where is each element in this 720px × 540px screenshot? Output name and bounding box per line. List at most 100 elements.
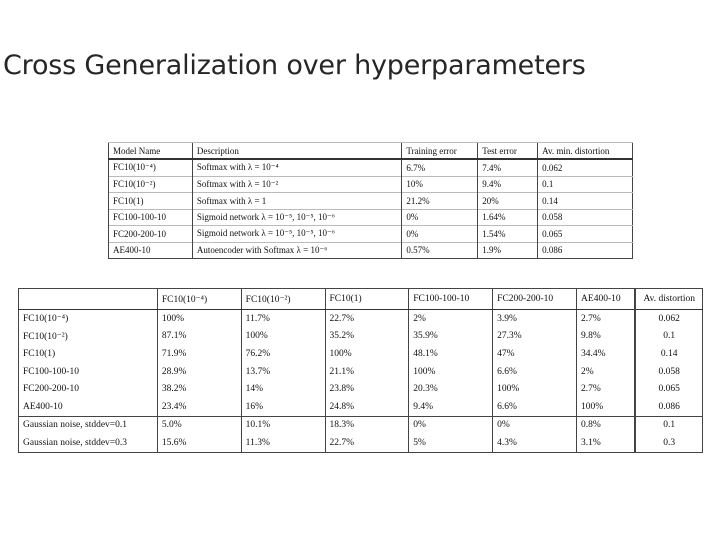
table-cell: FC200-200-10	[108, 225, 193, 242]
table-cell: FC10(10⁻²)	[108, 175, 193, 193]
table-cell: 0%	[401, 208, 478, 226]
table-cell: FC100-100-10	[18, 362, 158, 381]
table-cell: AE400-10	[108, 241, 193, 259]
col-header-training-error: Training error	[401, 142, 478, 160]
table-cell: 100%	[576, 397, 636, 417]
table-cell: 0.058	[537, 208, 633, 226]
table-cell: 23.8%	[324, 380, 409, 398]
table-cell: 0.3	[634, 434, 703, 453]
table-cell: 0.062	[634, 309, 703, 328]
table-cell: FC200-200-10	[18, 380, 158, 398]
table-cell: 0.086	[537, 241, 633, 259]
table-cell: AE400-10	[18, 397, 158, 417]
col-header-av-min-distortion: Av. min. distortion	[537, 142, 633, 160]
table-row: FC10(10⁻⁴) Softmax with λ = 10⁻⁴ 6.7% 7.…	[108, 158, 633, 176]
table-cell: 28.9%	[156, 362, 242, 381]
table-cell: 20%	[477, 192, 538, 209]
table-cell: 22.7%	[324, 434, 409, 453]
table-row: FC10(10⁻²) 87.1% 100% 35.2% 35.9% 27.3% …	[18, 327, 703, 346]
col-header-fc200-200-10: FC200-200-10	[492, 288, 577, 310]
table-cell: 1.64%	[477, 208, 538, 226]
table-cell: 0.1	[634, 415, 703, 435]
col-header-fc100-100-10: FC100-100-10	[408, 288, 493, 310]
table-cell: 10%	[401, 175, 478, 193]
table-row: AE400-10 23.4% 16% 24.8% 9.4% 6.6% 100% …	[18, 397, 703, 417]
table-cell: 24.8%	[324, 397, 409, 417]
table-cell: FC10(10⁻²)	[18, 327, 158, 346]
table-cell: 4.3%	[492, 434, 577, 453]
table-cell: 15.6%	[156, 434, 242, 453]
table-cell: Softmax with λ = 10⁻²	[191, 175, 402, 193]
table-cell: 0%	[492, 415, 577, 435]
table-cell: FC100-100-10	[108, 208, 193, 226]
table-cell: 0.8%	[576, 415, 636, 435]
table-row: Gaussian noise, stddev=0.1 5.0% 10.1% 18…	[18, 415, 703, 435]
table-cell: 100%	[324, 345, 409, 363]
col-header-fc10-1e-4: FC10(10⁻⁴)	[156, 288, 242, 310]
table-cell: FC10(1)	[18, 345, 158, 363]
table-cell: 2.7%	[576, 380, 636, 398]
col-header-fc10-1e-2: FC10(10⁻²)	[240, 288, 325, 310]
table-cell: 76.2%	[240, 345, 325, 363]
table-cell: 6.6%	[492, 397, 577, 417]
table-cell: 5.0%	[156, 415, 242, 435]
table-cell: 0.14	[537, 192, 633, 209]
table-cell: 7.4%	[477, 158, 538, 176]
table-cell: 5%	[408, 434, 493, 453]
table-cell: 100%	[492, 380, 577, 398]
table-cell: 6.6%	[492, 362, 577, 381]
table-cell: 3.9%	[492, 309, 577, 328]
table-cell: 10.1%	[240, 415, 325, 435]
table-cell: 0%	[408, 415, 493, 435]
table-cell: 0%	[401, 225, 478, 242]
table-row: FC100-100-10 28.9% 13.7% 21.1% 100% 6.6%…	[18, 362, 703, 381]
table-cell: 23.4%	[156, 397, 242, 417]
col-header-description: Description	[191, 142, 402, 160]
table-row: FC10(1) Softmax with λ = 1 21.2% 20% 0.1…	[108, 192, 633, 209]
table-header-row: FC10(10⁻⁴) FC10(10⁻²) FC10(1) FC100-100-…	[18, 288, 703, 310]
table-cell: 100%	[240, 327, 325, 346]
table-cell: Softmax with λ = 1	[191, 192, 402, 209]
table-cell: 3.1%	[576, 434, 636, 453]
table-cell: 21.1%	[324, 362, 409, 381]
table-cell: 100%	[408, 362, 493, 381]
table-cell: 48.1%	[408, 345, 493, 363]
table-cell: 35.2%	[324, 327, 409, 346]
model-description-table: Model Name Description Training error Te…	[108, 142, 633, 259]
table-cell: 2%	[576, 362, 636, 381]
table-cell: 1.54%	[477, 225, 538, 242]
table-cell: 9.4%	[477, 175, 538, 193]
table-cell: 9.8%	[576, 327, 636, 346]
table-cell: 16%	[240, 397, 325, 417]
table-cell: Gaussian noise, stddev=0.1	[18, 415, 158, 435]
col-header-fc10-1: FC10(1)	[324, 288, 409, 310]
table-cell: 1.9%	[477, 241, 538, 259]
table-cell: 71.9%	[156, 345, 242, 363]
table-cell: 20.3%	[408, 380, 493, 398]
table-cell: Gaussian noise, stddev=0.3	[18, 434, 158, 453]
table-row: FC200-200-10 Sigmoid network λ = 10⁻⁵, 1…	[108, 225, 633, 242]
table-row: FC200-200-10 38.2% 14% 23.8% 20.3% 100% …	[18, 380, 703, 398]
table-cell: 11.3%	[240, 434, 325, 453]
table-cell: 87.1%	[156, 327, 242, 346]
cross-generalization-table: FC10(10⁻⁴) FC10(10⁻²) FC10(1) FC100-100-…	[18, 288, 703, 453]
table-cell: 21.2%	[401, 192, 478, 209]
table-cell: 18.3%	[324, 415, 409, 435]
table-cell: 9.4%	[408, 397, 493, 417]
table-cell: 0.1	[537, 175, 633, 193]
table-cell: 100%	[156, 309, 242, 328]
col-header-empty	[18, 288, 158, 310]
table-cell: FC10(1)	[108, 192, 193, 209]
table-cell: 27.3%	[492, 327, 577, 346]
table-cell: Sigmoid network λ = 10⁻⁵, 10⁻⁵, 10⁻⁶	[191, 208, 402, 226]
table-cell: Softmax with λ = 10⁻⁴	[191, 158, 402, 176]
table-cell: 0.058	[634, 362, 703, 381]
table-cell: 22.7%	[324, 309, 409, 328]
col-header-ae400-10: AE400-10	[576, 288, 636, 310]
table-cell: 0.062	[537, 158, 633, 176]
table-row: FC100-100-10 Sigmoid network λ = 10⁻⁵, 1…	[108, 208, 633, 226]
table-cell: 38.2%	[156, 380, 242, 398]
table-cell: 2%	[408, 309, 493, 328]
table-cell: 0.57%	[401, 241, 478, 259]
table-cell: 2.7%	[576, 309, 636, 328]
